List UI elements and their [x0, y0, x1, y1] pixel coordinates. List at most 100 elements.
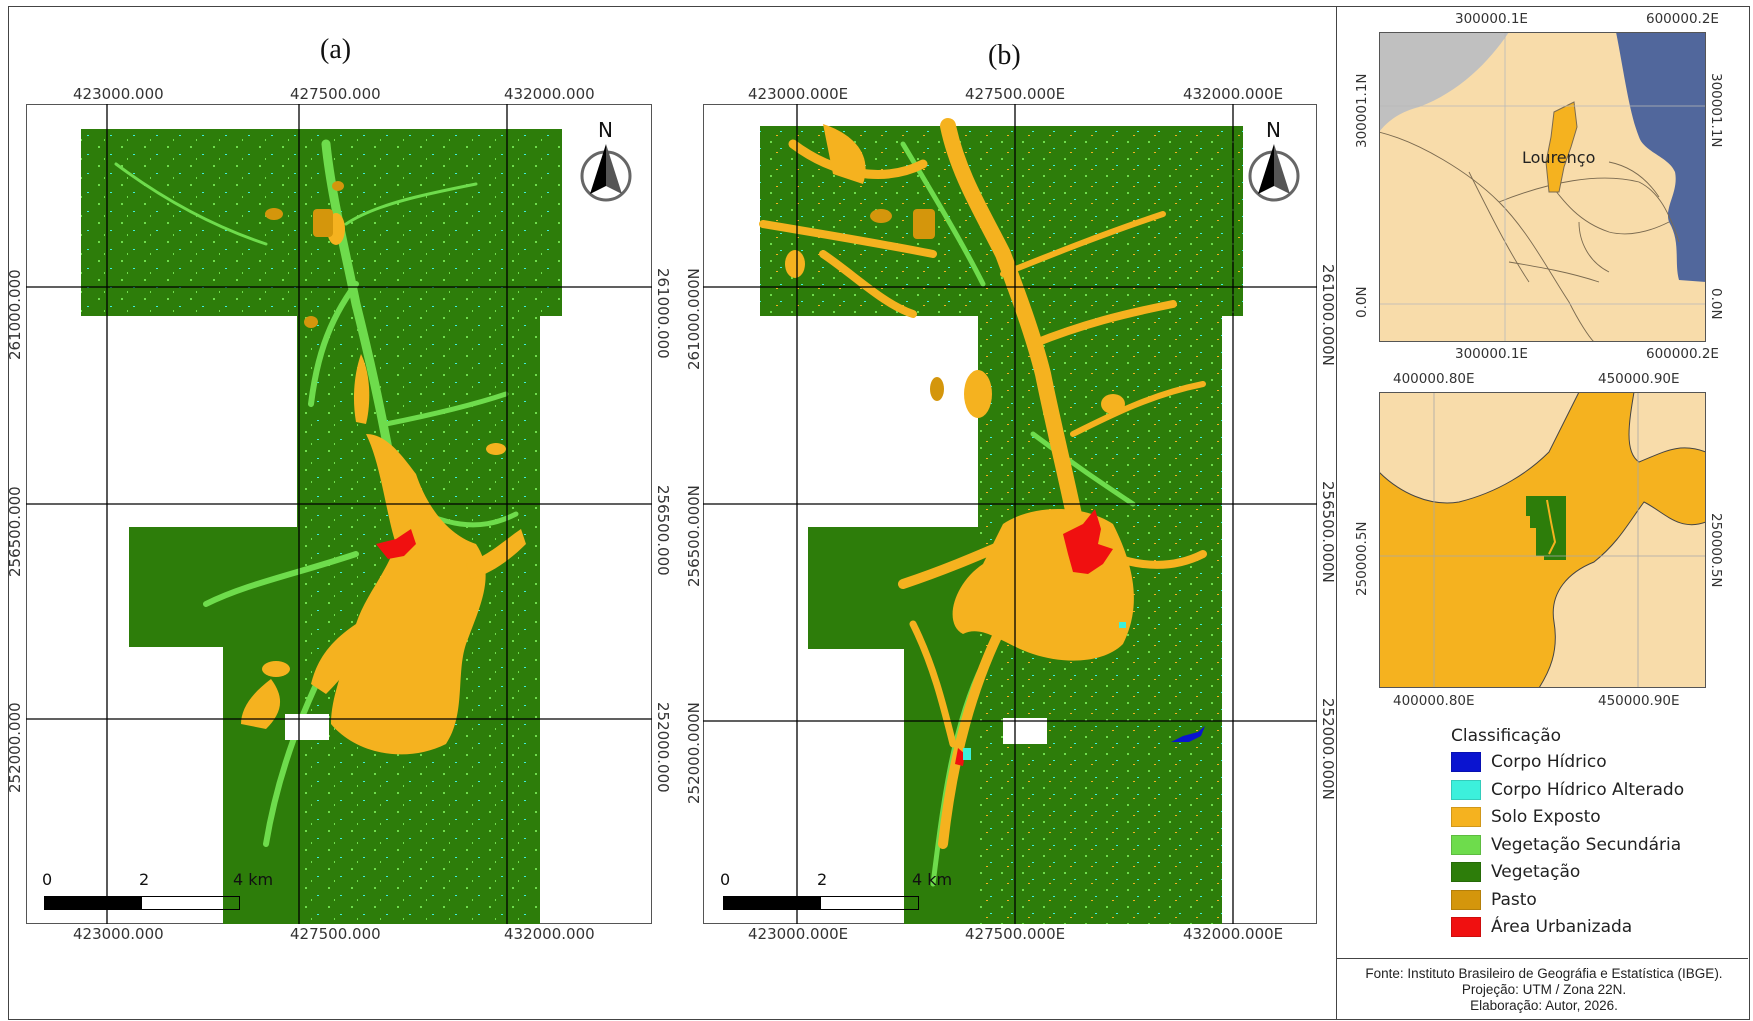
panel-b-xtick-top-2: 427500.000E: [965, 85, 1066, 103]
panel-a-nodata-hole: [285, 714, 329, 740]
credits: Fonte: Instituto Brasileiro de Geográfia…: [1338, 966, 1750, 1014]
panel-b-ytick-right-2: 256500.000N: [1319, 481, 1337, 583]
panel-a-ytick-right-2: 256500.000: [654, 485, 672, 576]
legend-swatch: [1451, 890, 1481, 910]
panel-a-grid: [26, 104, 652, 924]
panel-a-ytick-right-1: 261000.000: [654, 268, 672, 359]
legend-label: Vegetação: [1491, 862, 1581, 882]
inset-top-neighbor-state: [1379, 32, 1509, 132]
panel-a-map: [26, 104, 652, 924]
legend-item-vegetacao-secundaria: Vegetação Secundária: [1451, 834, 1681, 856]
panel-b-ytick-left-1: 261000.000N: [685, 268, 703, 370]
panel-a-label: (a): [320, 34, 352, 65]
panel-a-ytick-left-1: 261000.000: [6, 269, 24, 360]
inset-bottom-ytick-left: 250000.5N: [1354, 521, 1370, 596]
panel-b-ytick-left-3: 252000.000N: [685, 702, 703, 804]
inset-top-ytick-right-2: 0.0N: [1708, 288, 1724, 320]
panel-b-xtick-top-1: 423000.000E: [748, 85, 849, 103]
north-arrow-icon: [580, 144, 632, 202]
panel-b-xtick-bottom-1: 423000.000E: [748, 925, 849, 943]
panel-a-ytick-left-2: 256500.000: [6, 486, 24, 577]
inset-top-ytick-right-1: 300001.1N: [1708, 73, 1724, 148]
inset-bottom-xtick-bottom-1: 400000.80E: [1393, 693, 1475, 709]
credits-author: Elaboração: Autor, 2026.: [1470, 998, 1618, 1013]
panel-b-map: [703, 104, 1317, 924]
legend-swatch: [1451, 752, 1481, 772]
legend-item-corpo-hidrico-alterado: Corpo Hídrico Alterado: [1451, 779, 1684, 801]
inset-bottom-ytick-right: 250000.5N: [1708, 513, 1724, 588]
panel-a-urban-area: [376, 529, 416, 559]
panel-a-ytick-left-3: 252000.000: [6, 702, 24, 793]
panel-b-label: (b): [988, 40, 1021, 71]
legend-label: Pasto: [1491, 890, 1537, 910]
panel-b-xtick-top-3: 432000.000E: [1183, 85, 1284, 103]
panel-b-north-label: N: [1266, 118, 1281, 142]
legend-swatch: [1451, 780, 1481, 800]
panel-b-north-arrow: N: [1246, 118, 1302, 208]
inset-top-ytick-left-2: 0.0N: [1354, 286, 1370, 318]
panel-b-grid: [703, 104, 1317, 924]
legend-label: Solo Exposto: [1491, 807, 1601, 827]
panel-a-north-label: N: [598, 118, 613, 142]
legend-item-pasto: Pasto: [1451, 889, 1537, 911]
outer-border: [8, 6, 1750, 1020]
panel-b-pasture: [870, 209, 944, 401]
legend-label: Área Urbanizada: [1491, 917, 1633, 937]
inset-top-xtick-top-2: 600000.2E: [1646, 11, 1719, 27]
inset-top-ocean: [1616, 32, 1706, 282]
panel-b-ytick-right-3: 252000.000N: [1319, 698, 1337, 800]
panel-b-nodata-hole: [1003, 718, 1047, 744]
panel-a-xtick-top-2: 427500.000: [290, 85, 381, 103]
legend-swatch: [1451, 862, 1481, 882]
panel-b-water-body: [1171, 726, 1205, 742]
legend-label: Vegetação Secundária: [1491, 835, 1682, 855]
inset-top-map: [1379, 32, 1706, 342]
inset-top-xtick-bottom-1: 300000.1E: [1455, 346, 1528, 362]
inset-bottom-map: [1379, 392, 1706, 688]
panel-a-scalebar-4: 4 km: [233, 870, 274, 889]
inset-bottom-study-area: [1526, 496, 1566, 560]
credits-divider: [1336, 958, 1748, 959]
panel-a-xtick-bottom-2: 427500.000: [290, 925, 381, 943]
panel-a-exposed-soil: [241, 213, 526, 755]
legend-label: Corpo Hídrico Alterado: [1491, 780, 1685, 800]
inset-top-xtick-top-1: 300000.1E: [1455, 11, 1528, 27]
credits-projection: Projeção: UTM / Zona 22N.: [1461, 982, 1627, 997]
panel-a-scalebar: [44, 896, 240, 910]
panel-b-scalebar-4: 4 km: [912, 870, 953, 889]
north-arrow-icon: [1248, 144, 1300, 202]
panel-b-urban-area: [955, 509, 1113, 766]
legend-item-area-urbanizada: Área Urbanizada: [1451, 916, 1632, 938]
panel-a-north-arrow: N: [578, 118, 634, 208]
panel-a-xtick-bottom-3: 432000.000: [504, 925, 595, 943]
legend-item-solo-exposto: Solo Exposto: [1451, 806, 1601, 828]
panel-a-vegetation: [81, 129, 562, 924]
panel-b-altered-water: [963, 622, 1126, 760]
legend-swatch: [1451, 917, 1481, 937]
credits-source: Fonte: Instituto Brasileiro de Geográfia…: [1365, 966, 1723, 981]
inset-top-place-label: Lourenço: [1522, 148, 1596, 167]
inset-top-ytick-left-1: 300001.1N: [1354, 73, 1370, 148]
legend-swatch: [1451, 807, 1481, 827]
sidebar-divider: [1336, 6, 1337, 1020]
legend-label: Corpo Hídrico: [1491, 752, 1607, 772]
legend-swatch: [1451, 835, 1481, 855]
inset-top-municipality: [1545, 101, 1578, 193]
panel-b-ytick-left-2: 256500.000N: [685, 485, 703, 587]
panel-b-scalebar-0: 0: [720, 870, 731, 889]
panel-b-xtick-bottom-2: 427500.000E: [965, 925, 1066, 943]
panel-a-pasture: [265, 181, 344, 328]
panel-a-xtick-bottom-1: 423000.000: [73, 925, 164, 943]
inset-bottom-xtick-top-2: 450000.90E: [1598, 371, 1680, 387]
panel-b-ytick-right-1: 261000.000N: [1319, 264, 1337, 366]
panel-a-xtick-top-1: 423000.000: [73, 85, 164, 103]
panel-b-scalebar: [723, 896, 919, 910]
legend-item-vegetacao: Vegetação: [1451, 861, 1580, 883]
panel-b-scalebar-2: 2: [817, 870, 828, 889]
legend-item-corpo-hidrico: Corpo Hídrico: [1451, 751, 1607, 773]
inset-bottom-xtick-top-1: 400000.80E: [1393, 371, 1475, 387]
inset-top-xtick-bottom-2: 600000.2E: [1646, 346, 1719, 362]
panel-a-ytick-right-3: 252000.000: [654, 702, 672, 793]
panel-b-xtick-bottom-3: 432000.000E: [1183, 925, 1284, 943]
panel-a-xtick-top-3: 432000.000: [504, 85, 595, 103]
